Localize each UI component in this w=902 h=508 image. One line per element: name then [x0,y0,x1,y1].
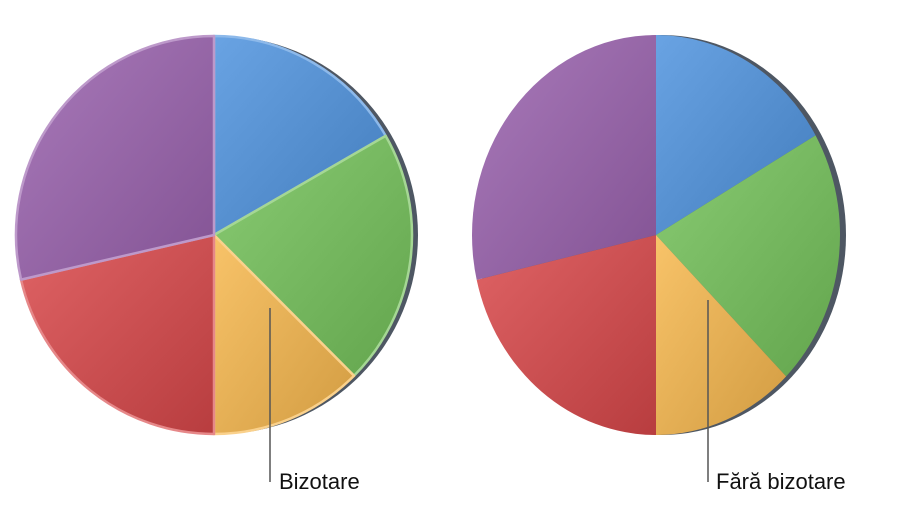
pie-slice-purple [14,34,216,281]
pie-slice-red [476,235,656,435]
pie-slice-green [656,135,840,377]
pie-slice-green [212,134,414,377]
pie-slice-purple [471,35,656,280]
pie-chart-not-beveled [471,35,846,435]
pie-chart-beveled [14,34,418,436]
pie-slice-yellow [656,235,787,435]
label-not-beveled: Fără bizotare [716,469,846,494]
pie-slice-blue [656,35,816,235]
pie-slice-red [19,233,216,436]
pie-slice-yellow [212,233,356,436]
pie-slice-blue [212,34,387,237]
label-beveled: Bizotare [279,469,360,494]
